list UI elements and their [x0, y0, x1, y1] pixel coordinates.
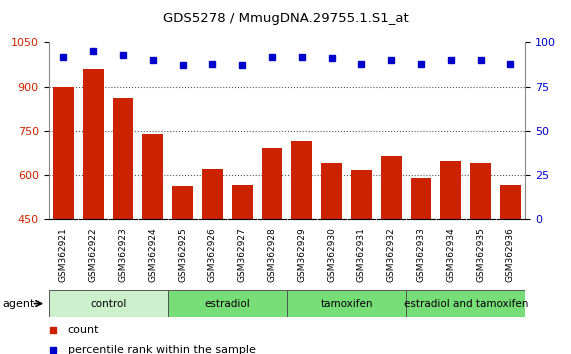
Text: GSM362932: GSM362932: [387, 228, 396, 282]
Text: count: count: [67, 325, 99, 335]
Bar: [232, 185, 252, 219]
Bar: [287, 290, 406, 317]
Bar: [172, 185, 193, 219]
Text: GSM362926: GSM362926: [208, 228, 217, 282]
Bar: [291, 141, 312, 219]
Text: GSM362929: GSM362929: [297, 228, 306, 282]
Bar: [381, 156, 401, 219]
Text: GSM362921: GSM362921: [59, 228, 68, 282]
Bar: [262, 148, 283, 219]
Text: GSM362936: GSM362936: [506, 227, 515, 282]
Text: GSM362935: GSM362935: [476, 227, 485, 282]
Text: GSM362925: GSM362925: [178, 228, 187, 282]
Bar: [112, 98, 134, 219]
Bar: [168, 290, 287, 317]
Text: GSM362923: GSM362923: [119, 228, 127, 282]
Bar: [53, 87, 74, 219]
Bar: [142, 134, 163, 219]
Bar: [440, 161, 461, 219]
Bar: [83, 69, 104, 219]
Text: GSM362931: GSM362931: [357, 227, 366, 282]
Text: percentile rank within the sample: percentile rank within the sample: [67, 344, 255, 354]
Text: GDS5278 / MmugDNA.29755.1.S1_at: GDS5278 / MmugDNA.29755.1.S1_at: [163, 12, 408, 25]
Bar: [406, 290, 525, 317]
Text: GSM362924: GSM362924: [148, 228, 158, 282]
Bar: [49, 290, 168, 317]
Bar: [411, 178, 432, 219]
Text: tamoxifen: tamoxifen: [320, 298, 373, 309]
Bar: [321, 164, 342, 219]
Bar: [470, 164, 491, 219]
Text: GSM362928: GSM362928: [268, 228, 276, 282]
Bar: [351, 170, 372, 219]
Text: GSM362934: GSM362934: [447, 228, 455, 282]
Text: control: control: [90, 298, 126, 309]
Text: GSM362922: GSM362922: [89, 228, 98, 282]
Text: GSM362927: GSM362927: [238, 228, 247, 282]
Bar: [202, 169, 223, 219]
Text: GSM362933: GSM362933: [416, 227, 425, 282]
Text: GSM362930: GSM362930: [327, 227, 336, 282]
Text: agent: agent: [2, 298, 35, 309]
Text: estradiol and tamoxifen: estradiol and tamoxifen: [404, 298, 528, 309]
Bar: [500, 185, 521, 219]
Text: estradiol: estradiol: [204, 298, 250, 309]
